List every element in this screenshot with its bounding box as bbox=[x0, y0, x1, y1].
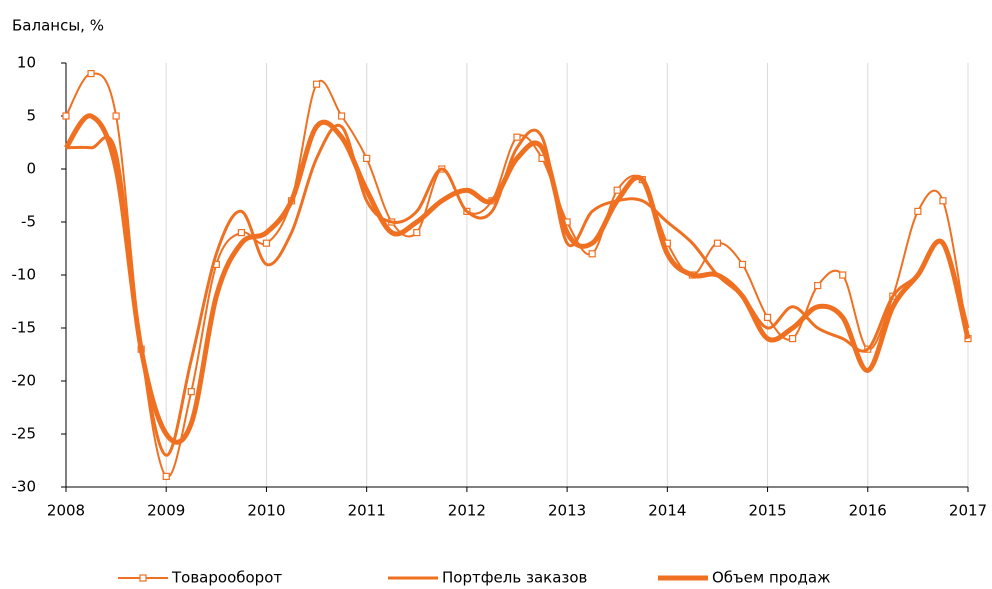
series-line bbox=[63, 113, 971, 445]
legend-label: Товарооборот bbox=[171, 569, 282, 587]
x-tick-label: 2017 bbox=[949, 502, 987, 520]
marker bbox=[513, 133, 521, 141]
x-tick-label: 2013 bbox=[548, 502, 586, 520]
x-tick-label: 2010 bbox=[247, 502, 285, 520]
marker bbox=[914, 207, 922, 215]
y-axis-label: Балансы, % bbox=[12, 17, 104, 35]
x-tick-label: 2015 bbox=[748, 502, 786, 520]
marker bbox=[262, 239, 271, 247]
marker bbox=[839, 271, 847, 279]
marker bbox=[939, 197, 947, 205]
marker bbox=[312, 80, 321, 88]
marker bbox=[713, 239, 722, 247]
marker bbox=[62, 112, 70, 120]
y-tick-label: 0 bbox=[26, 160, 36, 178]
marker bbox=[413, 229, 421, 237]
legend-label: Портфель заказов bbox=[442, 569, 587, 587]
y-tick-label: 5 bbox=[26, 107, 36, 125]
marker bbox=[363, 154, 371, 162]
x-tick-label: 2008 bbox=[47, 502, 85, 520]
x-tick-label: 2014 bbox=[648, 502, 686, 520]
legend-marker bbox=[139, 574, 147, 582]
x-tick-label: 2016 bbox=[849, 502, 887, 520]
marker bbox=[187, 388, 195, 396]
x-tick-label: 2011 bbox=[348, 502, 386, 520]
marker bbox=[112, 112, 120, 120]
marker bbox=[763, 313, 772, 321]
marker bbox=[789, 335, 797, 343]
legend-label: Объем продаж bbox=[712, 569, 831, 587]
y-tick-label: -15 bbox=[12, 319, 37, 337]
y-tick-label: -10 bbox=[12, 266, 37, 284]
marker bbox=[613, 186, 621, 194]
y-tick-label: -5 bbox=[21, 213, 36, 231]
marker bbox=[814, 282, 822, 290]
x-tick-label: 2009 bbox=[147, 502, 185, 520]
x-tick-label: 2012 bbox=[448, 502, 486, 520]
marker bbox=[588, 250, 596, 258]
marker bbox=[338, 112, 346, 120]
y-tick-label: -30 bbox=[12, 478, 37, 496]
marker bbox=[87, 69, 95, 78]
marker bbox=[162, 472, 170, 480]
y-tick-label: -20 bbox=[12, 372, 37, 390]
y-tick-label: -25 bbox=[12, 425, 37, 443]
marker bbox=[237, 229, 245, 237]
marker bbox=[738, 260, 747, 268]
series-line bbox=[65, 123, 970, 457]
y-tick-label: 10 bbox=[17, 54, 36, 72]
